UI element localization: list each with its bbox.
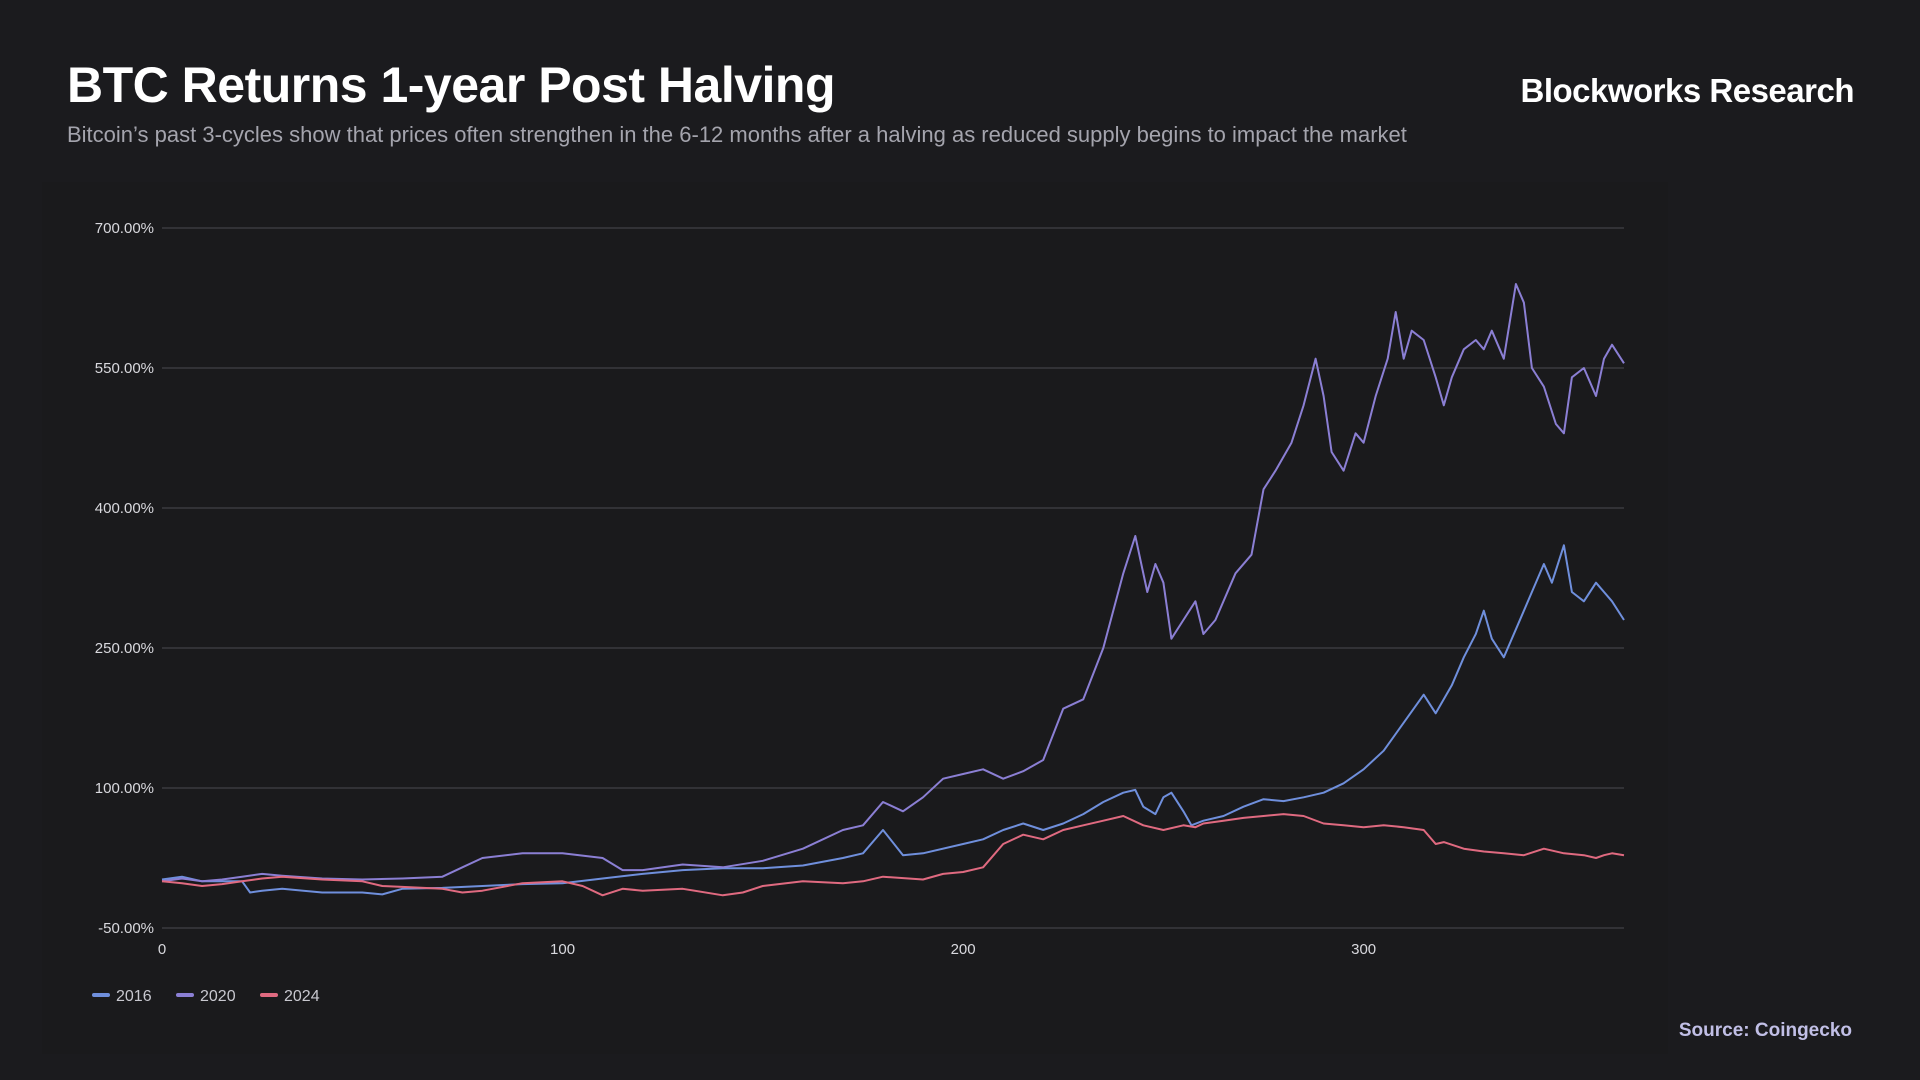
series-line-2020 — [161, 283, 1625, 883]
legend-label-2016: 2016 — [116, 988, 152, 1005]
chart-panel: -50.00% 100.00% 250.00% 400.00% 550.00% 700.0… — [42, 182, 1668, 1054]
brand-logo: Blockworks Research — [1520, 72, 1854, 109]
y-tick-label: 250.00% — [95, 640, 154, 657]
legend-label-2024: 2024 — [284, 988, 320, 1005]
legend-label-2020: 2020 — [200, 988, 236, 1005]
x-tick-label: 200 — [951, 941, 976, 958]
x-tick-label: 0 — [158, 941, 166, 958]
x-tick-label: 300 — [1351, 941, 1376, 958]
chart-subtitle: Bitcoin’s past 3-cycles show that prices… — [67, 122, 1407, 147]
source-note: Source: Coingecko — [1678, 1020, 1852, 1041]
y-tick-label: 100.00% — [95, 780, 154, 797]
line-chart: -50.00% 100.00% 250.00% 400.00% 550.00% 700.0… — [92, 220, 1625, 1005]
series-line-2016 — [161, 544, 1625, 896]
series-line-2024 — [161, 813, 1625, 897]
y-tick-label: -50.00% — [98, 920, 154, 937]
x-tick-label: 100 — [550, 941, 575, 958]
y-tick-label: 550.00% — [95, 360, 154, 377]
chart-title: BTC Returns 1-year Post Halving — [67, 57, 836, 113]
y-tick-label: 400.00% — [95, 500, 154, 517]
y-tick-label: 700.00% — [95, 220, 154, 237]
